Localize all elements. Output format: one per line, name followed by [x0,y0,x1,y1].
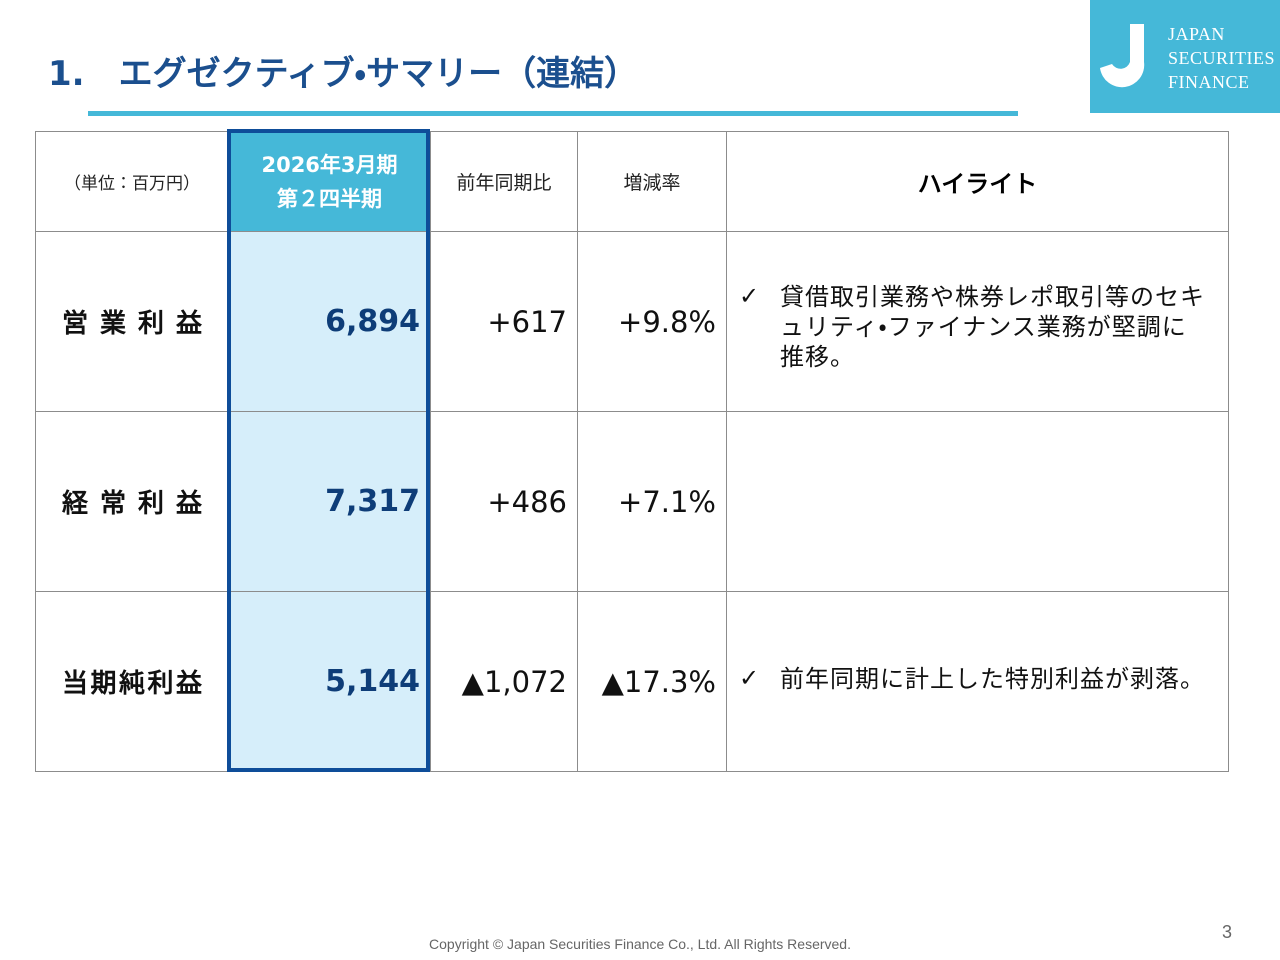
value-cell: 7,317 [228,411,431,592]
header-cell: （単位：百万円） [35,131,229,232]
rate-cell: +9.8% [577,231,727,412]
change: ▲1,072 [461,664,567,699]
highlight-cell: ✓ 貸借取引業務や株券レポ取引等のセキュリティ・ファイナンス業務が堅調に推移。 [726,231,1229,412]
copyright: Copyright © Japan Securities Finance Co.… [429,936,851,952]
rate: +9.8% [618,304,716,339]
highlight-cell: ✓ 前年同期に計上した特別利益が剥落。 [726,591,1229,772]
header-cell: ハイライト [726,131,1229,232]
logo-text: JAPAN [1168,24,1225,44]
change-cell: +486 [430,411,578,592]
highlight-cell [726,411,1229,592]
change-cell: +617 [430,231,578,412]
logo-text: FINANCE [1168,72,1250,92]
rate: +7.1% [618,484,716,519]
header-cell: 増減率 [577,131,727,232]
row-label-cell: 経常利益 [35,411,229,592]
rate: ▲17.3% [601,664,716,699]
value: 6,894 [325,304,420,339]
highlight-text: 前年同期に計上した特別利益が剥落。 [780,665,1205,693]
logo: JAPAN SECURITIES FINANCE [1090,0,1280,113]
logo-mark [1100,24,1145,88]
row-label: 当期純利益 [62,669,202,699]
value: 7,317 [325,484,420,519]
header-text: 第２四半期 [277,186,382,211]
header-text: 増減率 [623,172,681,194]
change: +486 [487,484,567,519]
value: 5,144 [325,664,420,699]
row-label: 経常利益 [62,489,202,519]
header-text: 2026年3月期 [261,152,398,177]
check-mark: ✓ [739,282,760,310]
header-text: ハイライト [917,170,1038,198]
change-cell: ▲1,072 [430,591,578,772]
value-cell: 5,144 [228,591,431,772]
row-label-cell: 当期純利益 [35,591,229,772]
title-rule [88,111,1018,116]
row-label: 営業利益 [62,309,202,339]
value-cell: 6,894 [228,231,431,412]
check-mark: ✓ [739,664,760,692]
header-cell: 前年同期比 [430,131,578,232]
logo-text: SECURITIES [1168,48,1276,68]
page-number: 3 [1222,922,1233,942]
header-cell: 2026年3月期 第２四半期 [228,131,431,232]
rate-cell: ▲17.3% [577,591,727,772]
row-label-cell: 営業利益 [35,231,229,412]
highlight-text: 貸借取引業務や株券レポ取引等のセキュリティ・ファイナンス業務が堅調に推移。 [780,283,1205,371]
change: +617 [487,304,567,339]
slide-title: 1. エグゼクティブ・サマリー（連結） [48,54,639,94]
header-text: 前年同期比 [456,172,552,194]
rate-cell: +7.1% [577,411,727,592]
header-text: （単位：百万円） [64,174,200,194]
